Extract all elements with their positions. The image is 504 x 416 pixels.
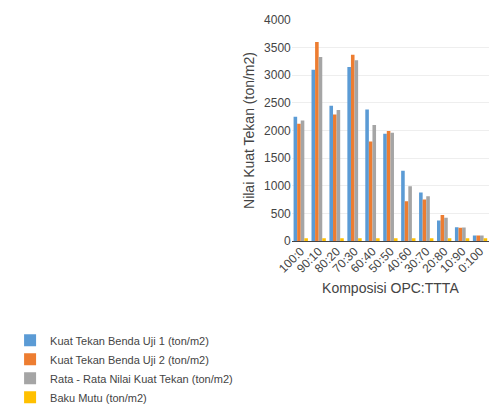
svg-text:Rata - Rata Nilai Kuat Tekan (: Rata - Rata Nilai Kuat Tekan (ton/m2) [50,373,233,385]
svg-text:100:0: 100:0 [276,244,307,275]
svg-text:90:10: 90:10 [294,244,325,275]
svg-text:40:60: 40:60 [384,244,415,275]
svg-text:Komposisi OPC:TTTA: Komposisi OPC:TTTA [322,280,459,296]
svg-text:20:80: 20:80 [419,244,450,275]
svg-text:50:50: 50:50 [366,244,397,275]
svg-text:Kuat Tekan Benda Uji 1 (ton/m2: Kuat Tekan Benda Uji 1 (ton/m2) [50,335,209,347]
svg-text:10:90: 10:90 [437,244,468,275]
svg-text:Kuat Tekan Benda Uji 2 (ton/m2: Kuat Tekan Benda Uji 2 (ton/m2) [50,354,209,366]
svg-text:80:20: 80:20 [312,244,343,275]
svg-text:3500: 3500 [264,41,291,55]
svg-text:1500: 1500 [264,151,291,165]
svg-text:2000: 2000 [264,124,291,138]
svg-text:70:30: 70:30 [330,244,361,275]
svg-text:Baku Mutu (ton/m2): Baku Mutu (ton/m2) [50,392,147,404]
svg-text:60:40: 60:40 [348,244,379,275]
svg-text:1000: 1000 [264,179,291,193]
svg-text:2500: 2500 [264,96,291,110]
svg-text:4000: 4000 [264,13,291,27]
svg-text:500: 500 [271,207,291,221]
svg-text:3000: 3000 [264,68,291,82]
svg-text:0: 0 [284,234,291,248]
svg-text:30:70: 30:70 [401,244,432,275]
svg-text:0:100: 0:100 [455,244,486,275]
svg-text:Nilai Kuat Tekan (ton/m2): Nilai Kuat Tekan (ton/m2) [241,52,257,209]
